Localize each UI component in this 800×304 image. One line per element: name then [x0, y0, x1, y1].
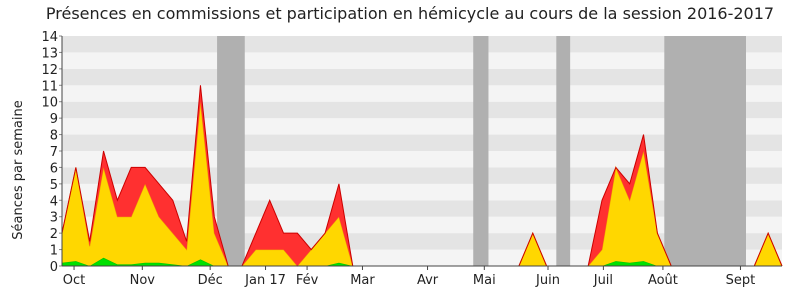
x-tick-label: Avr	[417, 273, 439, 288]
y-tick-label: 6	[50, 161, 58, 176]
y-tick-label: 1	[50, 244, 58, 259]
area	[62, 85, 782, 267]
x-tick-label: Déc	[198, 273, 223, 288]
y-tick-label: 4	[50, 194, 58, 209]
y-tick-label: 13	[41, 46, 58, 61]
x-tick-label: Fév	[296, 273, 319, 288]
y-tick-label: 14	[41, 30, 58, 45]
vacation-band	[217, 36, 245, 266]
x-tick-label: Juin	[535, 273, 560, 288]
y-tick-label: 2	[50, 227, 58, 242]
x-tick-label: Mar	[350, 273, 375, 288]
y-tick-label: 0	[50, 260, 58, 275]
x-tick-label: Jan 17	[244, 273, 286, 288]
x-tick-label: Nov	[130, 273, 156, 288]
y-tick-label: 10	[41, 96, 58, 111]
area	[62, 101, 782, 266]
y-tick-label: 12	[41, 63, 58, 78]
chart-title: Présences en commissions et participatio…	[46, 4, 774, 23]
x-tick-label: Août	[648, 273, 678, 288]
y-tick-label: 7	[50, 145, 58, 160]
y-tick-label: 5	[50, 178, 58, 193]
y-tick-label: 11	[41, 79, 58, 94]
vacation-band	[664, 36, 746, 266]
y-tick-label: 8	[50, 129, 58, 144]
y-tick-label: 9	[50, 112, 58, 127]
x-tick-label: Sept	[726, 273, 756, 288]
x-tick-label: Juil	[593, 273, 613, 288]
x-tick-label: Mai	[473, 273, 496, 288]
y-axis-label: Séances par semaine	[11, 100, 26, 239]
vacation-band	[556, 36, 571, 266]
y-tick-label: 3	[50, 211, 58, 226]
vacation-band	[473, 36, 489, 266]
x-tick-label: Oct	[63, 273, 85, 288]
